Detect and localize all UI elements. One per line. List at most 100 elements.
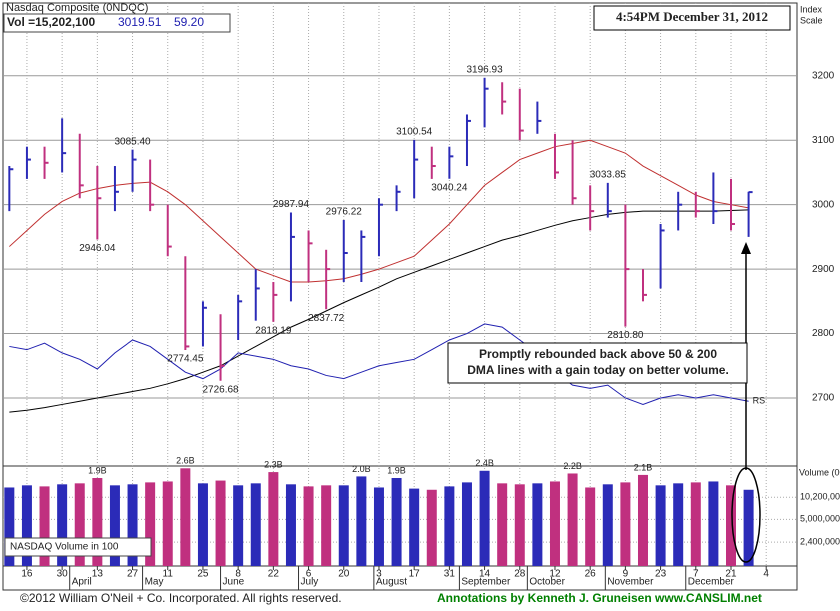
volume-bar: [673, 483, 684, 566]
high-label: 2976.22: [326, 207, 363, 218]
high-label: 3196.93: [466, 64, 503, 75]
x-tick-label: 4: [763, 569, 769, 580]
low-label: 3040.24: [431, 182, 468, 193]
x-tick-label: 21: [725, 569, 737, 580]
y-tick-label: 3100: [812, 135, 835, 146]
x-tick-label: 3: [376, 569, 382, 580]
month-label: September: [461, 577, 511, 588]
x-tick-label: 13: [92, 569, 104, 580]
volume-label: 2.4B: [475, 458, 494, 468]
change-text: 59.20: [174, 15, 204, 29]
volume-bar: [127, 484, 138, 566]
volume-legend: NASDAQ Volume in 100: [10, 542, 119, 553]
x-tick-label: 27: [127, 569, 139, 580]
volume-bar: [620, 482, 631, 566]
volume-bar: [92, 478, 103, 566]
volume-bar: [321, 485, 332, 566]
month-label: July: [301, 577, 319, 588]
x-tick-label: 11: [163, 569, 174, 580]
high-label: 3033.85: [590, 170, 627, 181]
arrowhead: [741, 242, 751, 254]
chart-title: Nasdaq Composite (0NDQC): [6, 2, 148, 14]
volume-bar: [444, 486, 455, 566]
month-label: December: [688, 577, 735, 588]
volume-bar: [602, 484, 613, 566]
price-text: 3019.51: [118, 15, 162, 29]
volume-bar: [39, 486, 50, 566]
volume-bar: [145, 482, 156, 566]
quote-box: [3, 13, 231, 33]
volume-bar: [549, 481, 560, 566]
layer: 2700 2800 2900 3000 3100 3200 16 30 13 27 11 25 8 22 6…: [3, 3, 840, 590]
month-label: June: [223, 577, 245, 588]
volume-bar: [197, 483, 208, 566]
volume-bar: [743, 489, 754, 566]
volume-bar: [585, 487, 596, 566]
volume-axis-title: Volume (00): [799, 467, 840, 477]
volume-bar: [497, 483, 508, 566]
volume-bar: [303, 486, 314, 566]
y-tick-label: 2700: [812, 393, 835, 404]
volume-label: 2.1B: [634, 462, 653, 472]
volume-bar: [162, 481, 173, 566]
x-tick-label: 12: [549, 569, 561, 580]
volume-label: 2.2B: [563, 461, 582, 471]
volume-bar: [426, 489, 437, 566]
x-tick-label: 9: [623, 569, 629, 580]
annotation-text: Promptly rebounded back above 50 & 200: [479, 347, 717, 361]
y-axis-title: Index: [800, 4, 823, 14]
volume-text: Vol =15,202,100: [7, 15, 96, 29]
high-label: 3100.54: [396, 127, 433, 138]
low-label: 2810.80: [607, 330, 644, 341]
volume-bar: [215, 480, 226, 566]
x-tick-label: 25: [197, 569, 209, 580]
x-tick-label: 8: [235, 569, 241, 580]
volume-bar: [338, 485, 349, 566]
volume-bar: [4, 487, 15, 566]
volume-bar: [268, 472, 279, 566]
volume-bar: [637, 474, 648, 566]
x-tick-label: 22: [268, 569, 280, 580]
volume-bar: [356, 476, 367, 566]
volume-bar: [479, 470, 490, 566]
volume-bar: [250, 483, 261, 566]
month-label: August: [376, 577, 407, 588]
low-label: 2946.04: [79, 243, 116, 254]
volume-bar: [233, 485, 244, 566]
volume-label: 1.9B: [88, 465, 107, 475]
x-tick-label: 16: [21, 569, 33, 580]
x-tick-label: 30: [57, 569, 69, 580]
volume-bar: [285, 484, 296, 566]
y-tick-label: 2900: [812, 264, 835, 275]
volume-tick-label: 2,400,000: [800, 536, 840, 546]
x-tick-label: 14: [479, 569, 491, 580]
low-label: 2726.68: [202, 384, 239, 395]
volume-bar: [180, 468, 191, 566]
volume-bar: [21, 485, 32, 566]
timestamp: 4:54PM December 31, 2012: [616, 9, 768, 24]
volume-bar: [725, 485, 736, 566]
month-label: April: [72, 577, 92, 588]
line-series: [9, 323, 749, 405]
timestamp-box: [593, 5, 791, 31]
annotation-text: DMA lines with a gain today on better vo…: [467, 363, 729, 377]
x-tick-label: 7: [693, 569, 699, 580]
low-label: 2774.45: [167, 354, 204, 365]
y-tick-label: 2800: [812, 328, 835, 339]
annotation-box: [447, 342, 748, 384]
volume-tick-label: 10,200,000: [800, 492, 840, 502]
x-tick-label: 31: [444, 569, 456, 580]
month-label: November: [607, 577, 654, 588]
volume-bar: [57, 484, 68, 566]
volume-bar: [409, 488, 420, 566]
volume-legend-box: [4, 537, 152, 557]
x-tick-label: 20: [338, 569, 350, 580]
copyright: ©2012 William O'Neil + Co. Incorporated.…: [20, 591, 342, 605]
volume-bar: [373, 487, 384, 566]
volume-bar: [74, 483, 85, 566]
x-tick-label: 6: [306, 569, 312, 580]
x-tick-label: 23: [655, 569, 667, 580]
annotation-ellipse: [731, 467, 761, 563]
